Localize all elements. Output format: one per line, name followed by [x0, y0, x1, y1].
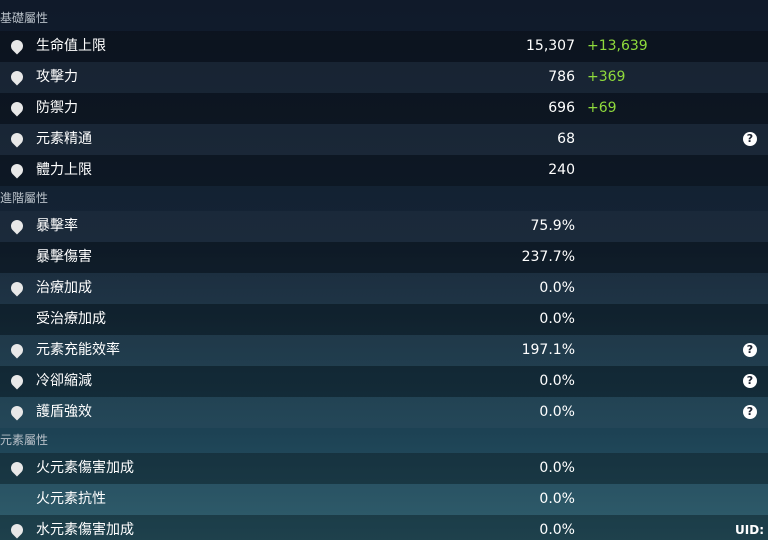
stat-label: 火元素抗性 — [36, 491, 106, 507]
stat-value: 786 — [548, 69, 575, 85]
stat-value: 0.0% — [539, 280, 575, 296]
stat-icon — [8, 217, 26, 235]
stat-icon — [8, 99, 26, 117]
stat-label: 生命值上限 — [36, 38, 106, 54]
help-button[interactable]: ? — [743, 405, 757, 419]
stat-label: 冷卻縮減 — [36, 373, 92, 389]
section-header: 進階屬性 — [0, 191, 49, 205]
stat-value: 0.0% — [539, 460, 575, 476]
stat-label: 護盾強效 — [36, 404, 92, 420]
stat-label: 水元素傷害加成 — [36, 522, 134, 538]
uid: UID: — [735, 523, 764, 537]
stat-row: 受治療加成 0.0% — [0, 304, 768, 335]
stat-row: 元素精通 68? — [0, 124, 768, 155]
stat-row: 防禦力 696 +69 — [0, 93, 768, 124]
stat-value: 0.0% — [539, 311, 575, 327]
help-button[interactable]: ? — [743, 132, 757, 146]
stat-label: 暴擊率 — [36, 218, 78, 234]
stat-row: 冷卻縮減 0.0%? — [0, 366, 768, 397]
stat-icon — [8, 372, 26, 390]
stat-value: 75.9% — [530, 218, 575, 234]
stat-value: 0.0% — [539, 522, 575, 538]
stat-value: 237.7% — [521, 249, 575, 265]
stat-icon — [8, 459, 26, 477]
stat-row: 火元素抗性 0.0% — [0, 484, 768, 515]
stat-row: 暴擊率 75.9% — [0, 211, 768, 242]
stat-value: 0.0% — [539, 491, 575, 507]
stat-label: 火元素傷害加成 — [36, 460, 134, 476]
stat-row: 火元素傷害加成 0.0% — [0, 453, 768, 484]
stat-bonus: +13,639 — [587, 38, 648, 54]
stat-bonus: +369 — [587, 69, 626, 85]
stat-row: 體力上限 240 — [0, 155, 768, 186]
stat-icon — [8, 521, 26, 539]
section-header: 元素屬性 — [0, 433, 49, 447]
stat-bonus: +69 — [587, 100, 617, 116]
stat-row: 生命值上限 15,307 +13,639 — [0, 31, 768, 62]
stat-icon — [8, 341, 26, 359]
help-button[interactable]: ? — [743, 374, 757, 388]
stat-label: 攻擊力 — [36, 69, 78, 85]
stat-value: 0.0% — [539, 373, 575, 389]
stat-value: 0.0% — [539, 404, 575, 420]
stat-row: 治療加成 0.0% — [0, 273, 768, 304]
stat-value: 696 — [548, 100, 575, 116]
stat-icon — [8, 279, 26, 297]
help-button[interactable]: ? — [743, 343, 757, 357]
stat-icon — [8, 403, 26, 421]
stat-label: 體力上限 — [36, 162, 92, 178]
section-header: 基礎屬性 — [0, 11, 49, 25]
stat-label: 暴擊傷害 — [36, 249, 92, 265]
stat-label: 元素充能效率 — [36, 342, 120, 358]
stat-row: 攻擊力 786 +369 — [0, 62, 768, 93]
stat-icon — [8, 37, 26, 55]
stat-icon — [8, 130, 26, 148]
stat-label: 防禦力 — [36, 100, 78, 116]
stat-row: 水元素傷害加成 0.0% — [0, 515, 768, 540]
stat-row: 元素充能效率 197.1%? — [0, 335, 768, 366]
stat-icon — [8, 161, 26, 179]
stat-label: 受治療加成 — [36, 311, 106, 327]
stat-row: 護盾強效 0.0%? — [0, 397, 768, 428]
stat-label: 元素精通 — [36, 131, 92, 147]
stat-value: 68 — [557, 131, 575, 147]
stat-icon — [8, 68, 26, 86]
stat-value: 197.1% — [521, 342, 575, 358]
stat-value: 240 — [548, 162, 575, 178]
stat-value: 15,307 — [526, 38, 575, 54]
stat-row: 暴擊傷害 237.7% — [0, 242, 768, 273]
stat-label: 治療加成 — [36, 280, 92, 296]
